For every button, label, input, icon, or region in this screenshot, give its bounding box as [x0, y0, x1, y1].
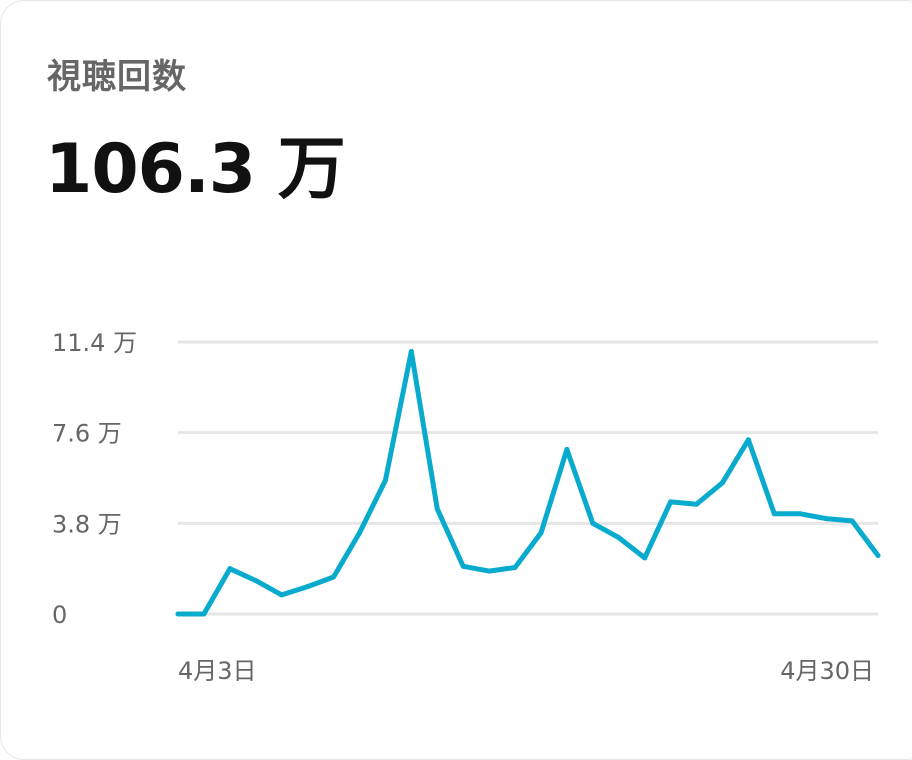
data-point [694, 501, 700, 507]
data-point [279, 592, 285, 598]
data-point [875, 553, 881, 559]
metric-total: 106.3 万 [45, 130, 346, 209]
data-point [305, 584, 311, 590]
data-point [564, 446, 570, 452]
views-line-chart: 0 3.8 万 7.6 万 11.4 万 4月3日 4月30日 [52, 329, 881, 685]
y-tick-label: 3.8 万 [52, 510, 122, 538]
data-point [227, 566, 233, 572]
y-tick-label: 11.4 万 [52, 329, 137, 357]
views-series-line [175, 349, 881, 617]
metric-title: 視聴回数 [47, 57, 187, 97]
data-point [771, 511, 777, 517]
data-point [382, 477, 388, 483]
data-point [616, 535, 622, 541]
data-point [434, 506, 440, 512]
data-point [797, 511, 803, 517]
data-point [356, 530, 362, 536]
data-point [175, 611, 181, 617]
data-point [538, 530, 544, 536]
data-point [512, 564, 518, 570]
data-point [668, 499, 674, 505]
data-point [590, 520, 596, 526]
data-point [253, 578, 259, 584]
y-tick-label: 7.6 万 [52, 420, 122, 448]
data-point [460, 563, 466, 569]
data-point [486, 568, 492, 574]
data-point [745, 437, 751, 443]
x-tick-label: 4月30日 [780, 657, 874, 685]
data-point [331, 574, 337, 580]
data-point [849, 518, 855, 524]
data-point [201, 611, 207, 617]
data-point [719, 480, 725, 486]
data-point [642, 555, 648, 561]
y-tick-label: 0 [52, 601, 67, 629]
data-point [823, 516, 829, 522]
x-tick-label: 4月3日 [178, 657, 257, 685]
data-point [408, 349, 414, 355]
